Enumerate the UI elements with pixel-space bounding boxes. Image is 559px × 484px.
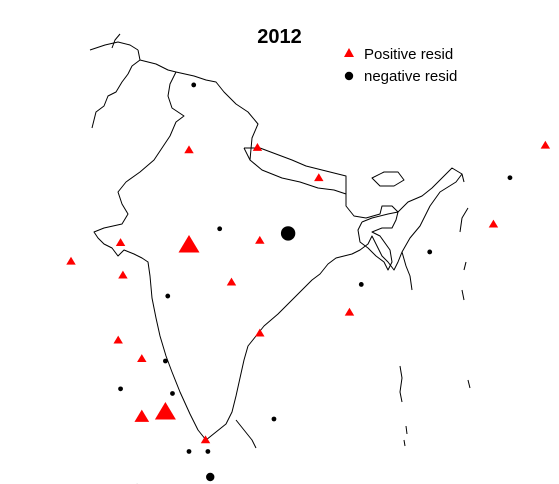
negative-resid-marker (358, 282, 364, 287)
andaman-islands (399, 365, 403, 403)
india-outline (93, 71, 463, 441)
myanmar-border (461, 173, 465, 183)
coast-fragment (459, 207, 469, 233)
bangladesh-border (357, 211, 399, 271)
legend-label-positive: Positive resid (364, 46, 454, 63)
positive-resid-marker (154, 402, 176, 420)
positive-resid-marker (540, 140, 551, 149)
negative-resid-marker (427, 249, 433, 255)
black-circle-icon (344, 71, 354, 81)
negative-resid-marker (217, 226, 223, 232)
negative-resid-marker (163, 358, 168, 364)
positive-resid-marker (118, 270, 128, 279)
negative-resid-marker (170, 391, 175, 396)
positive-resid-marker (184, 145, 194, 154)
negative-resid-marker (271, 416, 277, 422)
negative-resid-marker (507, 175, 513, 181)
red-triangle-icon (344, 48, 354, 57)
positive-resid-marker (115, 238, 126, 247)
nw-border-line (111, 33, 121, 49)
positive-resid-marker (255, 235, 265, 244)
nepal-border (243, 147, 251, 161)
andaman-islands (403, 425, 408, 447)
negative-resid-marker (191, 82, 197, 88)
positive-resid-marker (226, 277, 237, 286)
negative-resid-marker (280, 226, 296, 241)
markers-layer (66, 82, 551, 484)
legend-label-negative: negative resid (364, 68, 458, 85)
positive-resid-marker (252, 143, 263, 151)
positive-resid-marker (314, 173, 324, 182)
negative-resid-marker (205, 449, 211, 454)
positive-resid-marker (488, 219, 499, 228)
negative-resid-marker (206, 472, 215, 482)
boundary-lines (89, 33, 471, 449)
positive-resid-marker (66, 256, 76, 265)
negative-resid-marker (186, 449, 192, 454)
negative-resid-marker (165, 293, 171, 299)
nw-border-line (139, 59, 177, 73)
map-title: 2012 (257, 26, 302, 48)
positive-resid-marker (134, 409, 150, 422)
myanmar-border (401, 251, 413, 291)
positive-resid-marker (113, 335, 123, 344)
bhutan-border (371, 171, 405, 187)
nepal-border (244, 147, 347, 194)
coast-fragment (467, 379, 471, 389)
nw-border-line (89, 41, 139, 51)
coast-fragment (463, 261, 467, 271)
coast-fragment (461, 289, 465, 301)
positive-resid-marker (200, 435, 211, 444)
positive-resid-marker (344, 307, 355, 316)
negative-resid-marker (118, 386, 123, 392)
sri-lanka-outline (235, 419, 257, 449)
positive-resid-marker (255, 328, 265, 337)
positive-resid-marker (137, 354, 147, 363)
positive-resid-marker (178, 235, 200, 253)
nw-border-line (91, 49, 141, 129)
